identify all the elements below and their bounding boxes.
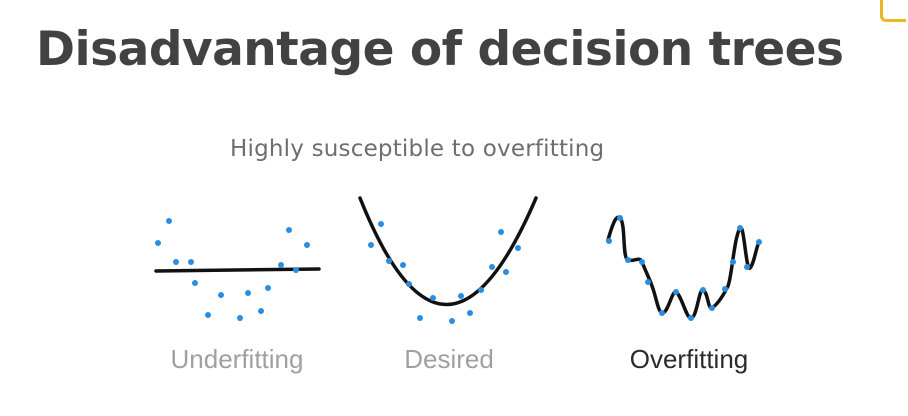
data-point [406, 281, 412, 287]
underfitting-points [155, 218, 310, 321]
data-point [293, 267, 299, 273]
data-point [286, 227, 292, 233]
data-point [265, 285, 271, 291]
data-point [304, 242, 310, 248]
data-point [258, 308, 264, 314]
underfitting-label: Underfitting [171, 344, 304, 374]
slide-title: Disadvantage of decision trees [36, 22, 844, 77]
data-point [173, 259, 179, 265]
data-point [237, 315, 243, 321]
data-point [489, 264, 495, 270]
data-point [625, 257, 631, 263]
desired-panel [358, 196, 538, 324]
overfitting-points [606, 215, 762, 321]
data-point [722, 286, 728, 292]
data-point [218, 292, 224, 298]
overfitting-panel [606, 215, 762, 321]
data-point [688, 315, 694, 321]
data-point [155, 240, 161, 246]
data-point [192, 280, 198, 286]
data-point [737, 225, 743, 231]
data-point [205, 312, 211, 318]
slide-subtitle: Highly susceptible to overfitting [230, 136, 605, 162]
data-point [515, 245, 521, 251]
data-point [166, 218, 172, 224]
data-point [606, 238, 612, 244]
desired-fit-curve [358, 196, 538, 307]
data-point [645, 279, 651, 285]
corner-accent-mark [880, 0, 906, 22]
data-point [700, 287, 706, 293]
data-point [417, 315, 423, 321]
data-point [430, 295, 436, 301]
data-point [659, 310, 665, 316]
underfitting-fit-line [154, 267, 321, 273]
desired-label: Desired [404, 344, 494, 374]
data-point [744, 264, 750, 270]
data-point [188, 259, 194, 265]
data-point [478, 287, 484, 293]
data-point [278, 262, 284, 268]
data-point [756, 239, 762, 245]
data-point [368, 242, 374, 248]
desired-points [368, 221, 521, 324]
data-point [673, 289, 679, 295]
data-point [498, 229, 504, 235]
overfitting-fit-curve [606, 215, 761, 320]
data-point [503, 269, 509, 275]
data-point [245, 290, 251, 296]
data-point [378, 221, 384, 227]
overfitting-label: Overfitting [630, 344, 749, 374]
data-point [467, 310, 473, 316]
data-point [400, 262, 406, 268]
data-point [458, 293, 464, 299]
data-point [639, 259, 645, 265]
underfitting-panel [154, 218, 321, 321]
data-point [386, 258, 392, 264]
data-point [730, 259, 736, 265]
data-point [617, 215, 623, 221]
data-point [449, 318, 455, 324]
data-point [709, 305, 715, 311]
